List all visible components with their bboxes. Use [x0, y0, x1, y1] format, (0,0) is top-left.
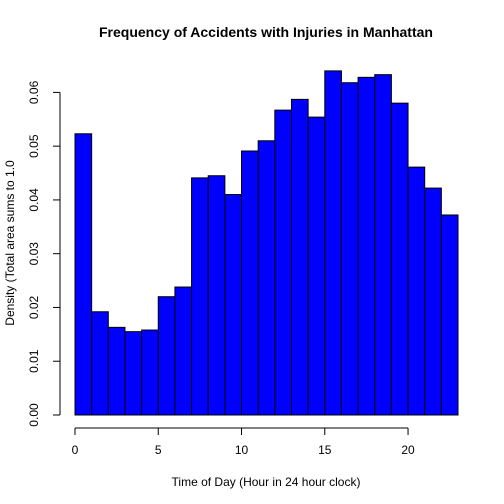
x-tick-label: 5 — [155, 443, 162, 457]
x-tick-label: 10 — [235, 443, 249, 457]
histogram-bar — [141, 329, 159, 416]
x-axis: 0 5 10 15 20 — [72, 427, 415, 457]
histogram-bar — [124, 331, 143, 416]
x-axis-label: Time of Day (Hour in 24 hour clock) — [172, 475, 361, 489]
y-tick-label: 0.04 — [27, 188, 41, 212]
histogram-bar — [241, 150, 259, 416]
y-tick-label: 0.05 — [27, 134, 41, 158]
histogram-bar — [191, 177, 209, 416]
histogram-bar — [390, 102, 409, 416]
y-axis-label: Density (Total area sums to 1.0 — [3, 160, 17, 326]
histogram-bar — [290, 98, 309, 416]
histogram-bar — [74, 133, 93, 416]
histogram-bar — [107, 326, 126, 416]
histogram-bar — [357, 76, 376, 416]
y-tick-label: 0.03 — [27, 242, 41, 266]
histogram-bar — [91, 311, 109, 416]
histogram-bar — [257, 140, 276, 416]
histogram-bar — [324, 70, 342, 416]
histogram-bar — [440, 214, 459, 416]
histogram-bars — [74, 70, 459, 416]
histogram-bar — [424, 187, 442, 416]
histogram-bar — [224, 194, 243, 416]
histogram-bar — [407, 166, 426, 416]
histogram-bar — [307, 116, 326, 416]
y-tick-label: 0.06 — [27, 80, 41, 104]
histogram-bar — [374, 74, 392, 416]
histogram-bar — [274, 109, 292, 416]
histogram-bar — [340, 82, 359, 416]
x-tick-label: 20 — [401, 443, 415, 457]
y-tick-label: 0.01 — [27, 349, 41, 373]
y-tick-label: 0.00 — [27, 403, 41, 427]
x-tick-label: 15 — [318, 443, 332, 457]
x-tick-label: 0 — [72, 443, 79, 457]
y-axis: 0.00 0.01 0.02 0.03 0.04 0.05 0.06 — [27, 80, 61, 427]
histogram-bar — [157, 296, 176, 416]
chart-title: Frequency of Accidents with Injuries in … — [99, 24, 433, 40]
y-tick-label: 0.02 — [27, 295, 41, 319]
histogram-bar — [207, 175, 226, 416]
histogram-bar — [174, 286, 193, 416]
